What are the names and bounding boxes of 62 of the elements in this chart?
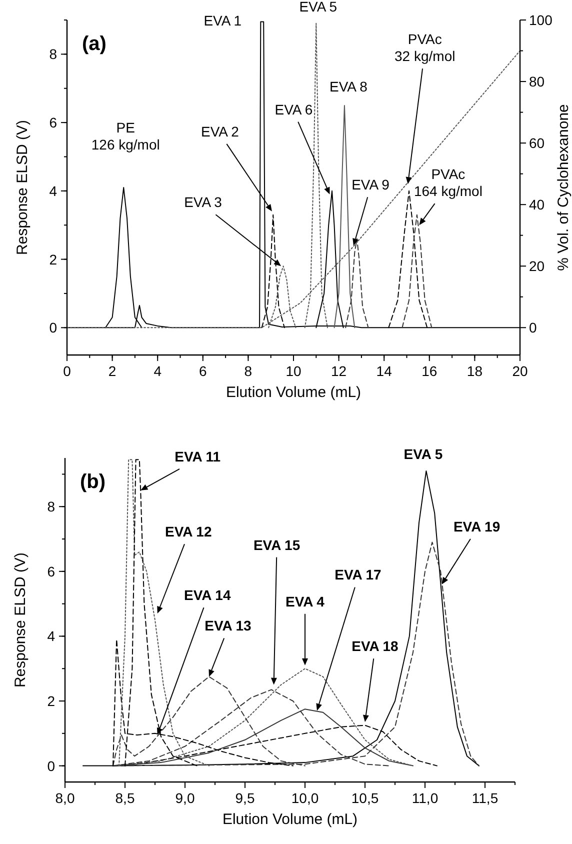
y-tick-label: 4 — [47, 628, 56, 644]
annotation: EVA 5 — [404, 446, 443, 462]
annotation: PVAc 164 kg/mol — [414, 166, 482, 200]
x-tick-label: 9,0 — [175, 790, 195, 806]
x-tick-label: 10,0 — [291, 790, 319, 806]
annotation: EVA 9 — [352, 176, 390, 193]
annotation: EVA 11 — [174, 448, 221, 464]
y-tick-label: 2 — [49, 251, 58, 268]
annotation: PVAc 32 kg/mol — [394, 31, 456, 64]
y-tick-label: 4 — [49, 182, 58, 199]
annotation: EVA 6 — [274, 101, 313, 118]
annotation: EVA 3 — [184, 194, 222, 210]
y2-axis-title: % Vol. of Cyclohexanone — [555, 104, 572, 271]
annotation: EVA 12 — [165, 524, 212, 540]
x-tick-label: 12 — [331, 363, 347, 379]
y-tick-label: 6 — [47, 563, 56, 580]
text: (a) — [82, 33, 106, 55]
y2-tick-label: 80 — [529, 74, 545, 90]
x-tick-label: 8,0 — [55, 790, 75, 806]
annotation: EVA 5 — [299, 0, 338, 14]
text: (b) — [80, 471, 106, 493]
x-tick-label: 10 — [286, 363, 302, 379]
y-tick-label: 0 — [49, 320, 58, 336]
y-tick-label: 8 — [47, 498, 56, 515]
y-axis-title: Response ELSD (V) — [12, 552, 29, 688]
x-tick-label: 11,5 — [472, 790, 498, 806]
y-axis-title: Response ELSD (V) — [14, 120, 31, 256]
y2-tick-label: 20 — [529, 258, 545, 274]
y-tick-label: 0 — [47, 758, 56, 774]
x-tick-label: 8,5 — [115, 790, 135, 806]
annotation: EVA 8 — [330, 78, 368, 94]
y2-tick-label: 100 — [529, 12, 553, 28]
annotation: PE 126 kg/mol — [91, 120, 160, 152]
annotation: EVA 4 — [286, 593, 325, 610]
x-tick-label: 8 — [244, 363, 252, 379]
y2-tick-label: 60 — [529, 135, 545, 152]
y-tick-label: 8 — [49, 46, 58, 62]
x-tick-label: 9,5 — [235, 790, 255, 806]
y2-tick-label: 40 — [529, 196, 545, 213]
x-axis-title: Elution Volume (mL) — [222, 811, 358, 828]
x-tick-label: 2 — [108, 363, 116, 379]
x-tick-label: 4 — [154, 363, 162, 379]
annotation: EVA 19 — [453, 518, 500, 534]
y-tick-label: 6 — [49, 114, 58, 131]
annotation: EVA 13 — [204, 618, 252, 634]
annotation: EVA 18 — [352, 638, 399, 654]
x-tick-label: 6 — [199, 363, 207, 379]
x-tick-label: 16 — [422, 363, 438, 379]
annotation: EVA 17 — [334, 566, 382, 583]
x-axis-title: Elution Volume (mL) — [226, 384, 362, 401]
annotation: EVA 1 — [204, 12, 242, 29]
x-tick-label: 14 — [376, 363, 392, 379]
x-tick-label: 11,0 — [412, 790, 438, 806]
annotation: EVA 14 — [184, 587, 231, 604]
y2-tick-label: 0 — [529, 320, 537, 336]
x-tick-label: 0 — [63, 363, 72, 379]
x-tick-label: 10,5 — [351, 790, 379, 806]
y-tick-label: 2 — [47, 693, 56, 709]
x-tick-label: 18 — [466, 363, 483, 379]
annotation: EVA 2 — [201, 123, 240, 140]
annotation: EVA 15 — [253, 536, 300, 553]
x-tick-label: 20 — [512, 363, 528, 379]
